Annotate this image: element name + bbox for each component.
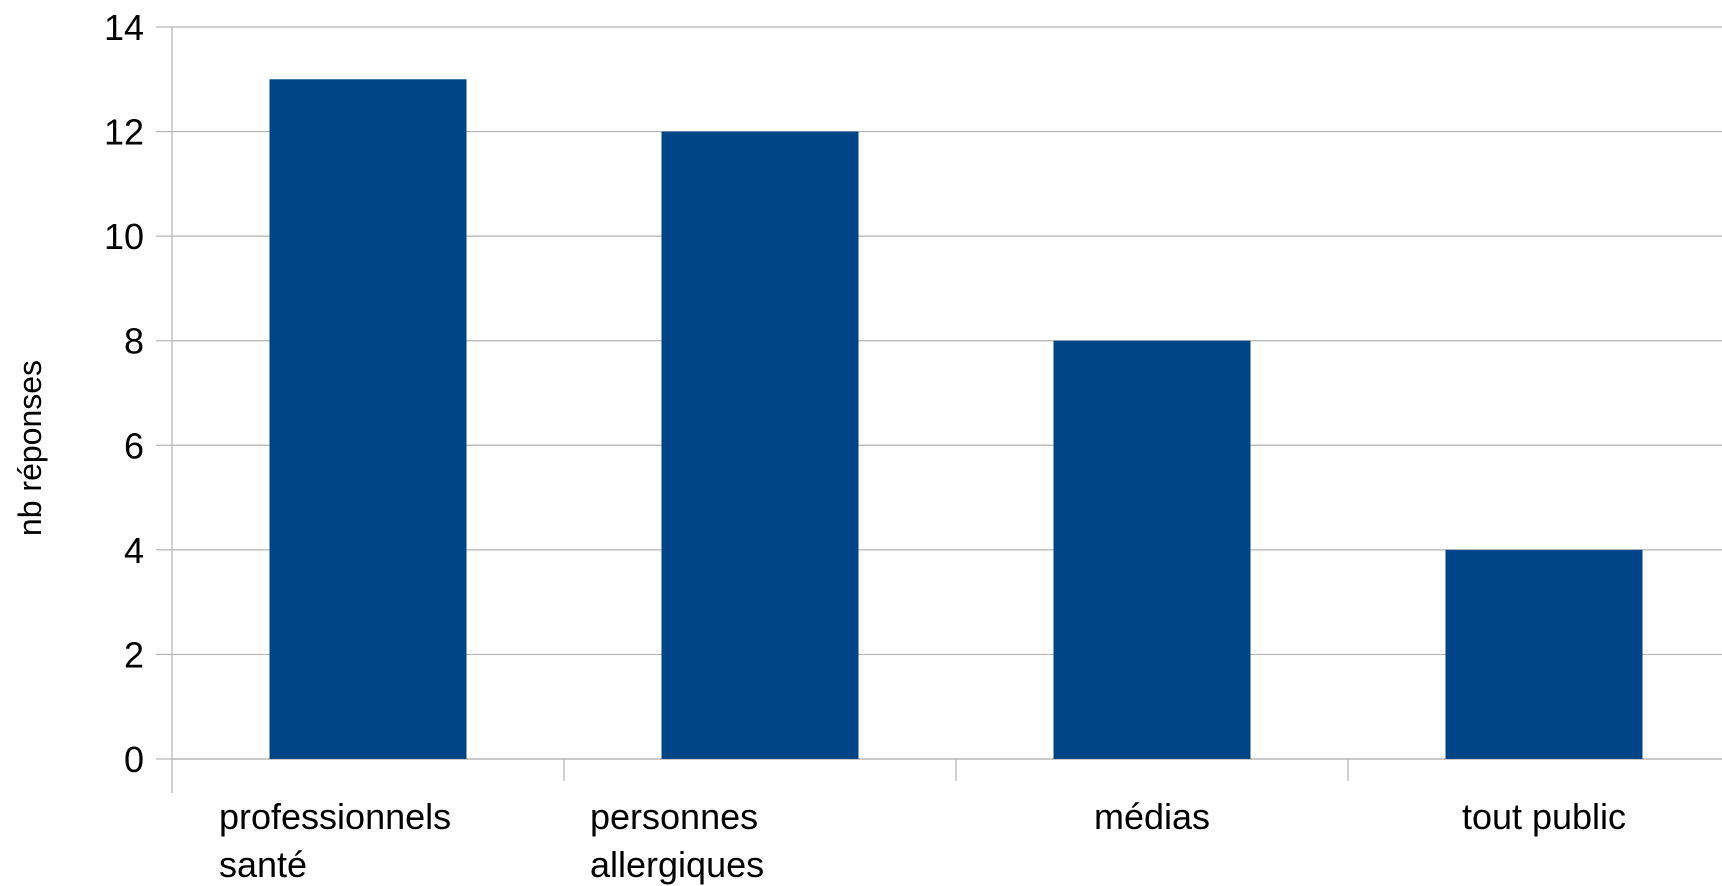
bar-1: [661, 131, 859, 760]
x-tick-label-1-line-0: personnes: [590, 796, 758, 837]
y-tick-label-10: 10: [104, 216, 144, 257]
y-tick-label-2: 2: [124, 634, 144, 675]
bars: [269, 79, 1643, 760]
x-tick-label-3: tout public: [1462, 796, 1626, 837]
y-tick-label-0: 0: [124, 739, 144, 780]
x-tick-labels: professionnels santé personnes allergiques m…: [219, 796, 1626, 885]
x-tick-label-1-line-1: allergiques: [590, 844, 764, 885]
x-tick-label-0-line-0: professionnels: [219, 796, 451, 837]
y-tick-label-6: 6: [124, 425, 144, 466]
y-tick-label-14: 14: [104, 7, 144, 48]
x-tick-label-2: médias: [1094, 796, 1210, 837]
y-tick-label-8: 8: [124, 321, 144, 362]
y-tick-label-12: 12: [104, 112, 144, 153]
y-tick-label-4: 4: [124, 530, 144, 571]
bar-2: [1053, 340, 1251, 759]
bar-0: [269, 79, 467, 760]
bar-3: [1445, 549, 1643, 759]
x-tick-label-0-line-1: santé: [219, 844, 307, 885]
y-axis-title: nb réponses: [12, 360, 48, 536]
y-tick-labels: 0 2 4 6 8 10 12 14: [104, 7, 144, 780]
